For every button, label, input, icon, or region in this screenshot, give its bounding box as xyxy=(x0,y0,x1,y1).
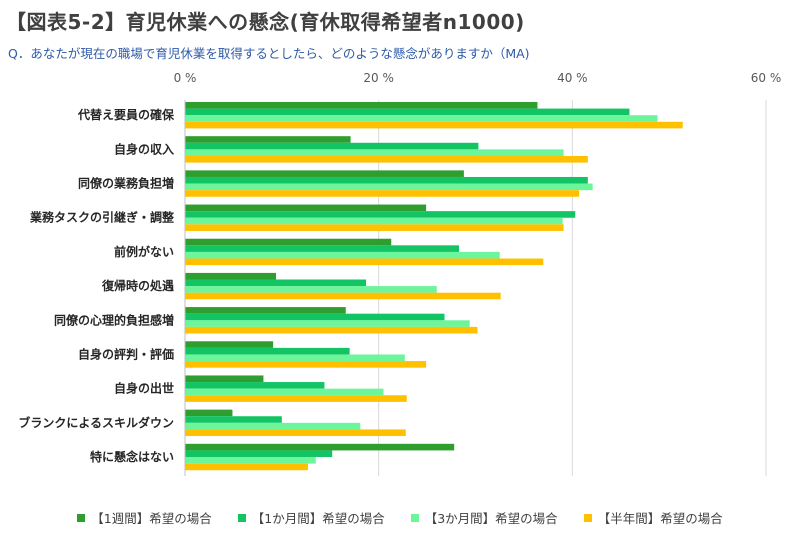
x-tick-label: 40 % xyxy=(557,71,588,85)
bar xyxy=(185,326,478,334)
legend-label: 【1週間】希望の場合 xyxy=(91,511,212,526)
bar xyxy=(185,292,501,300)
bar xyxy=(185,422,361,430)
legend-label: 【1か月間】希望の場合 xyxy=(251,511,385,526)
bar xyxy=(185,176,588,184)
legend-swatch xyxy=(237,513,246,522)
bar xyxy=(185,238,392,246)
bar xyxy=(185,102,538,109)
bar xyxy=(185,251,500,259)
legend-label: 【3か月間】希望の場合 xyxy=(424,511,558,526)
chart-question: Q．あなたが現在の職場で育児休業を取得するとしたら、どのような懸念がありますか（… xyxy=(8,46,530,61)
bar xyxy=(185,361,427,368)
bar xyxy=(185,155,588,163)
bar xyxy=(185,183,593,191)
bar xyxy=(185,354,405,362)
category-label: 同僚の心理的負担感増 xyxy=(54,312,174,327)
legend-item: 【半年間】希望の場合 xyxy=(583,508,723,527)
bar xyxy=(185,142,479,150)
category-label: 同僚の業務負担増 xyxy=(78,176,174,191)
category-label: 自身の収入 xyxy=(114,141,174,156)
chart-title: 【図表5-2】育児休業への懸念(育休取得希望者n1000) xyxy=(6,10,525,34)
bar xyxy=(185,416,282,423)
bar xyxy=(185,320,470,327)
category-label: ブランクによるスキルダウン xyxy=(18,415,174,430)
x-tick-label: 20 % xyxy=(363,71,394,85)
bar xyxy=(185,211,576,218)
bar xyxy=(185,313,445,321)
category-label: 特に懸念はない xyxy=(90,449,174,464)
bar xyxy=(185,409,233,417)
bar xyxy=(185,395,407,402)
legend-swatch xyxy=(583,513,592,522)
bar xyxy=(185,375,264,383)
bar-chart: 0 % 20 % 40 % 60 % 代替え要員の確保自身の収入同僚の業務負担増業務タス… xyxy=(18,71,782,476)
bar xyxy=(185,115,658,122)
legend-item: 【1か月間】希望の場合 xyxy=(237,508,385,527)
bar xyxy=(185,121,683,129)
legend-swatch xyxy=(410,513,419,522)
bar xyxy=(185,245,460,252)
bar xyxy=(185,279,367,287)
bar xyxy=(185,136,351,143)
bar xyxy=(185,258,544,266)
bar xyxy=(185,347,350,355)
bar xyxy=(185,204,427,212)
bar xyxy=(185,457,316,464)
bar xyxy=(185,190,580,197)
chart-legend: 【1週間】希望の場合 【1か月間】希望の場合 【3か月間】希望の場合 【半年間】希望の… xyxy=(0,508,800,527)
x-tick-label: 0 % xyxy=(174,71,197,85)
bar xyxy=(185,108,630,116)
bar xyxy=(185,429,406,437)
bar xyxy=(185,224,564,231)
category-label: 業務タスクの引継ぎ・調整 xyxy=(29,210,174,225)
category-label: 代替え要員の確保 xyxy=(77,107,175,122)
bar xyxy=(185,149,564,156)
legend-swatch xyxy=(77,513,86,522)
bar xyxy=(185,443,455,451)
legend-item: 【1週間】希望の場合 xyxy=(77,508,212,527)
bar xyxy=(185,450,333,458)
bar xyxy=(185,286,437,293)
bar xyxy=(185,307,346,314)
bar xyxy=(185,382,325,389)
category-label: 復帰時の処遇 xyxy=(101,278,174,293)
bar xyxy=(185,341,274,348)
bar xyxy=(185,388,384,396)
legend-item: 【3か月間】希望の場合 xyxy=(410,508,558,527)
category-label: 自身の評判・評価 xyxy=(78,346,174,361)
bar xyxy=(185,170,464,177)
category-label: 自身の出世 xyxy=(114,381,174,396)
bar xyxy=(185,463,308,471)
legend-label: 【半年間】希望の場合 xyxy=(597,511,723,526)
bar xyxy=(185,272,277,280)
x-tick-label: 60 % xyxy=(751,71,782,85)
bar xyxy=(185,217,563,225)
category-label: 前例がない xyxy=(114,244,174,259)
